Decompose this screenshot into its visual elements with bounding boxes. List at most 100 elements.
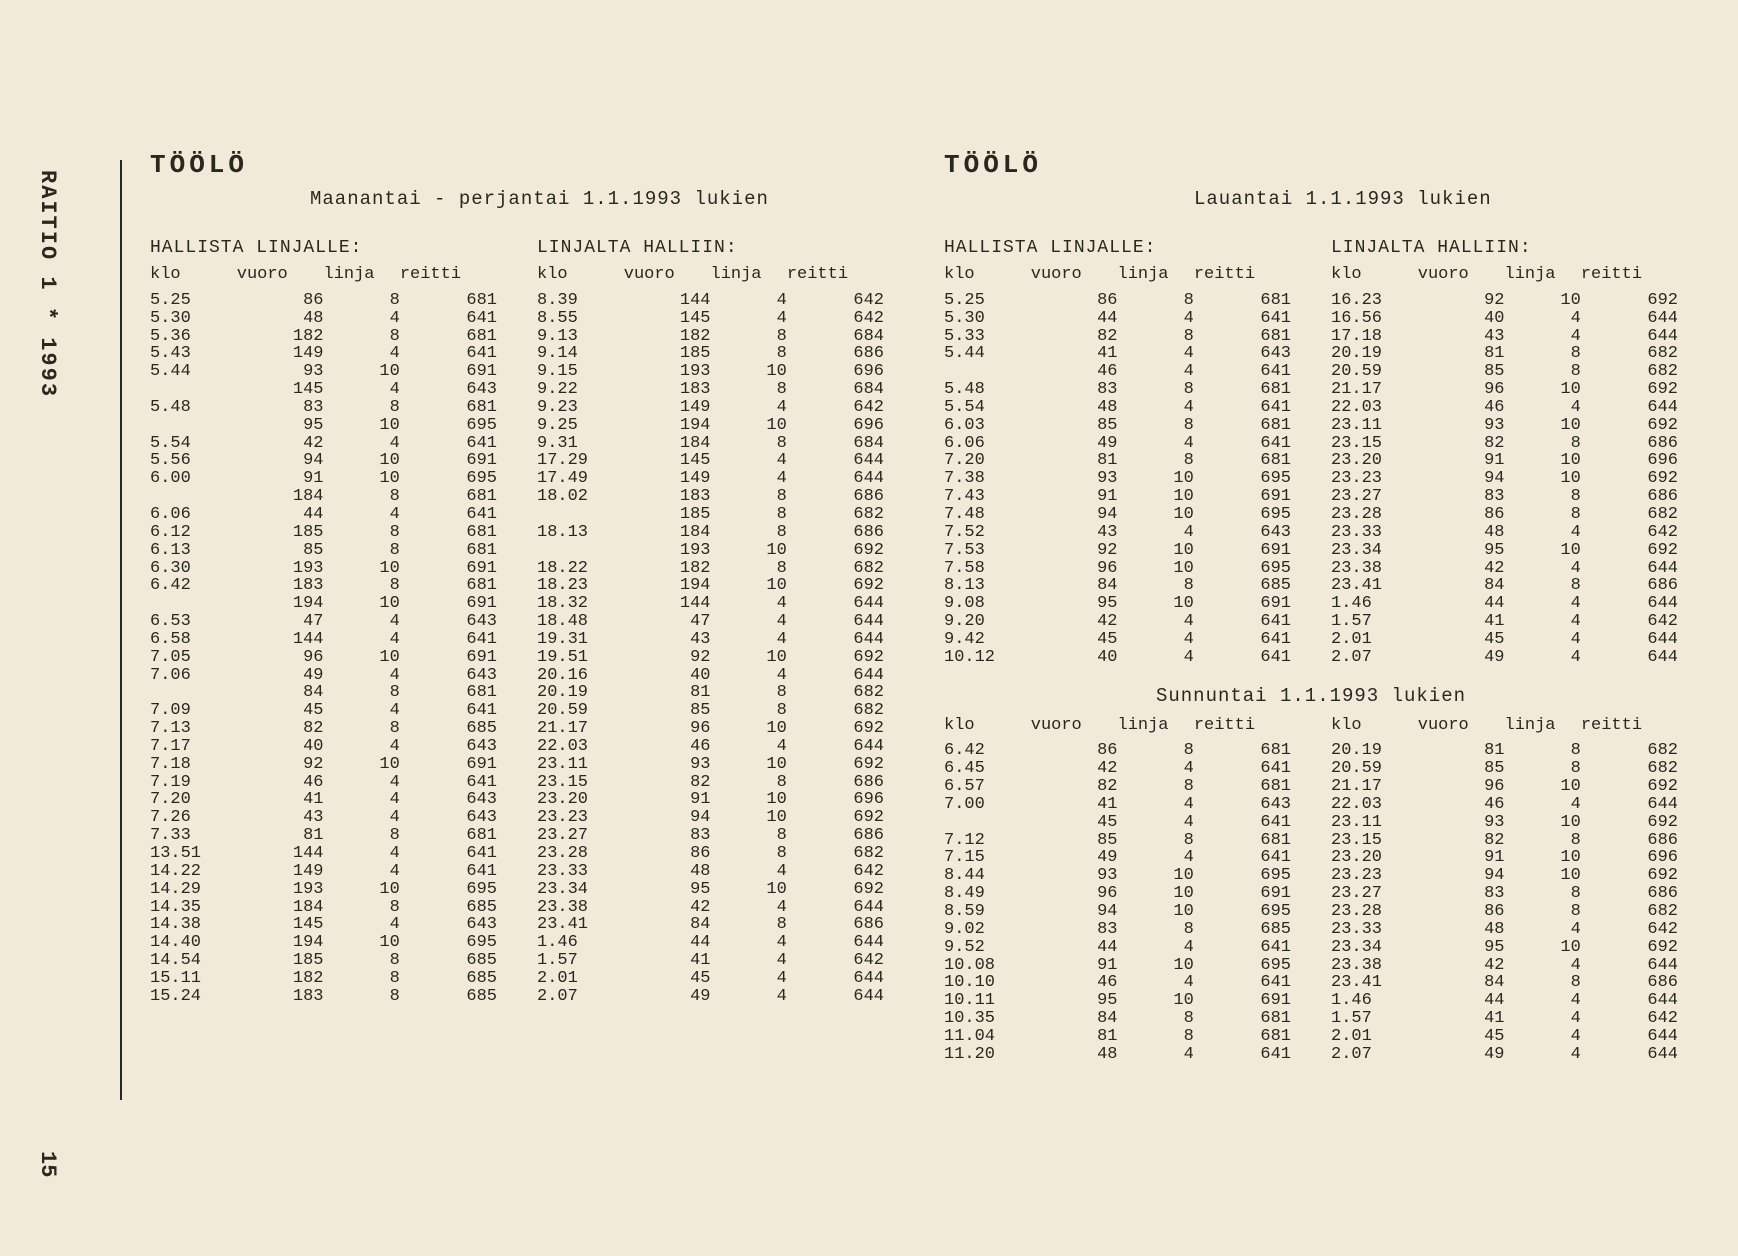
table-row: 5.48838681 bbox=[150, 399, 497, 417]
table-row: 16.239210692 bbox=[1331, 292, 1678, 310]
table-cell: 23.33 bbox=[537, 863, 624, 881]
table-cell: 16.23 bbox=[1331, 292, 1418, 310]
table-row: 9.221838684 bbox=[537, 381, 884, 399]
table-cell: 8 bbox=[324, 488, 400, 506]
table-cell: 644 bbox=[1581, 957, 1678, 975]
table-cell: 21.17 bbox=[1331, 778, 1418, 796]
table-cell: 4 bbox=[324, 345, 400, 363]
table-cell: 8 bbox=[324, 684, 400, 702]
table-row: 6.13858681 bbox=[150, 542, 497, 560]
table-cell: 1.46 bbox=[1331, 595, 1418, 613]
table-cell: 644 bbox=[1581, 328, 1678, 346]
table-cell: 10 bbox=[711, 756, 787, 774]
table-cell: 692 bbox=[1581, 867, 1678, 885]
table-cell: 685 bbox=[1194, 921, 1291, 939]
table-cell: 644 bbox=[787, 452, 884, 470]
table-cell: 4 bbox=[711, 738, 787, 756]
table-cell: 23.20 bbox=[1331, 452, 1418, 470]
table-cell: 10 bbox=[324, 560, 400, 578]
table-row: 5.569410691 bbox=[150, 452, 497, 470]
table-cell: 684 bbox=[787, 328, 884, 346]
weekday-in-wrap: LINJALTA HALLIIN: klo vuoro linja reitti… bbox=[537, 238, 884, 1006]
table-cell: 4 bbox=[324, 667, 400, 685]
table-cell: 23.20 bbox=[1331, 849, 1418, 867]
table-cell: 681 bbox=[400, 577, 497, 595]
table-cell: 686 bbox=[1581, 974, 1678, 992]
table-row: 23.27838686 bbox=[537, 827, 884, 845]
table-row: 7.20414643 bbox=[150, 791, 497, 809]
table-cell: 193 bbox=[624, 542, 711, 560]
table-row: 7.189210691 bbox=[150, 756, 497, 774]
weekend-panel: TÖÖLÖ Lauantai 1.1.1993 lukien HALLISTA … bbox=[944, 150, 1678, 1196]
table-row: 18.321444644 bbox=[537, 595, 884, 613]
table-row: 17.291454644 bbox=[537, 452, 884, 470]
table-cell: 7.05 bbox=[150, 649, 237, 667]
table-cell: 81 bbox=[624, 684, 711, 702]
table-cell: 641 bbox=[1194, 974, 1291, 992]
table-cell: 81 bbox=[1418, 345, 1505, 363]
table-row: 20.19818682 bbox=[1331, 742, 1678, 760]
table-cell: 4 bbox=[711, 595, 787, 613]
table-cell: 96 bbox=[1031, 885, 1118, 903]
table-cell: 696 bbox=[787, 363, 884, 381]
table-cell: 8 bbox=[1118, 832, 1194, 850]
table-row: 23.209110696 bbox=[1331, 452, 1678, 470]
table-cell: 1.46 bbox=[537, 934, 624, 952]
table-cell: 681 bbox=[1194, 742, 1291, 760]
table-row: 23.119310692 bbox=[537, 756, 884, 774]
table-cell: 15.11 bbox=[150, 970, 237, 988]
table-cell: 184 bbox=[237, 488, 324, 506]
table-cell: 682 bbox=[1581, 742, 1678, 760]
table-cell bbox=[944, 363, 1031, 381]
table-row: 848681 bbox=[150, 684, 497, 702]
table-cell: 182 bbox=[624, 560, 711, 578]
table-cell: 10 bbox=[1118, 595, 1194, 613]
table-cell bbox=[150, 488, 237, 506]
table-cell: 13.51 bbox=[150, 845, 237, 863]
table-cell: 46 bbox=[1418, 399, 1505, 417]
table-cell: 10 bbox=[1505, 814, 1581, 832]
table-cell: 642 bbox=[1581, 613, 1678, 631]
table-cell: 183 bbox=[237, 988, 324, 1006]
table-cell: 42 bbox=[624, 899, 711, 917]
table-row: 14.2919310695 bbox=[150, 881, 497, 899]
col-vuoro: vuoro bbox=[1418, 715, 1505, 743]
table-cell: 23.41 bbox=[537, 916, 624, 934]
table-row: 23.209110696 bbox=[1331, 849, 1678, 867]
table-row: 7.15494641 bbox=[944, 849, 1291, 867]
table-row: 6.45424641 bbox=[944, 760, 1291, 778]
table-cell: 96 bbox=[237, 649, 324, 667]
saturday-out-head: HALLISTA LINJALLE: bbox=[944, 238, 1291, 258]
table-row: 14.351848685 bbox=[150, 899, 497, 917]
table-cell: 2.07 bbox=[1331, 1046, 1418, 1064]
table-cell: 692 bbox=[1581, 814, 1678, 832]
table-row: 1.57414642 bbox=[1331, 613, 1678, 631]
table-cell: 8 bbox=[1118, 921, 1194, 939]
table-cell: 183 bbox=[624, 381, 711, 399]
table-cell: 8 bbox=[1505, 577, 1581, 595]
table-cell: 682 bbox=[1581, 760, 1678, 778]
weekday-in-head: LINJALTA HALLIIN: bbox=[537, 238, 884, 258]
table-cell: 23.23 bbox=[1331, 470, 1418, 488]
table-cell: 83 bbox=[1031, 381, 1118, 399]
table-row: 23.33484642 bbox=[1331, 524, 1678, 542]
table-row: 6.57828681 bbox=[944, 778, 1291, 796]
table-row: 19410691 bbox=[150, 595, 497, 613]
table-cell: 23.33 bbox=[1331, 921, 1418, 939]
table-cell: 17.18 bbox=[1331, 328, 1418, 346]
table-cell: 691 bbox=[400, 595, 497, 613]
table-row: 5.431494641 bbox=[150, 345, 497, 363]
table-cell: 692 bbox=[1581, 381, 1678, 399]
table-cell: 82 bbox=[624, 774, 711, 792]
col-vuoro: vuoro bbox=[237, 264, 324, 292]
table-cell: 44 bbox=[1418, 595, 1505, 613]
table-cell: 5.48 bbox=[944, 381, 1031, 399]
table-cell: 82 bbox=[1031, 328, 1118, 346]
table-cell: 84 bbox=[237, 684, 324, 702]
table-cell bbox=[537, 506, 624, 524]
table-cell: 681 bbox=[400, 328, 497, 346]
table-cell: 641 bbox=[1194, 631, 1291, 649]
table-cell: 95 bbox=[1031, 595, 1118, 613]
table-row: 19.519210692 bbox=[537, 649, 884, 667]
table-cell: 92 bbox=[1418, 292, 1505, 310]
